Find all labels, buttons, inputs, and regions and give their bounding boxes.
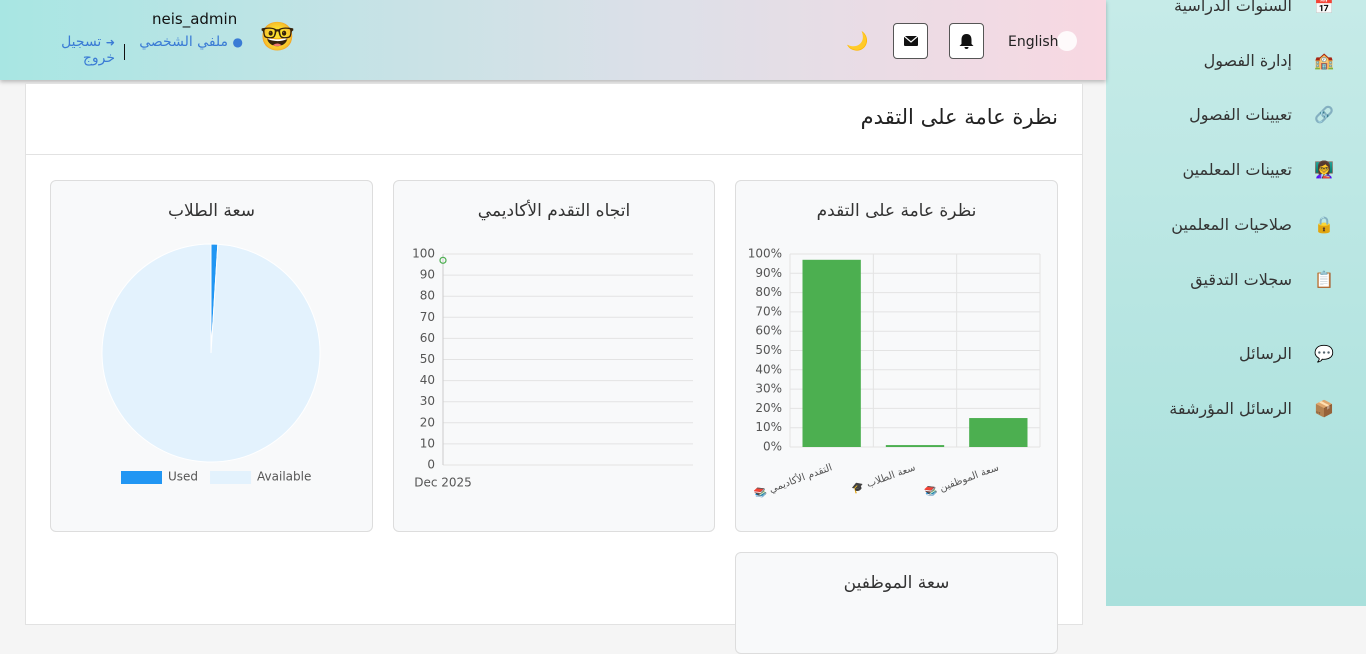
language-switch[interactable]: English — [1008, 34, 1059, 50]
sidebar-item[interactable]: 📅 السنوات الدراسية — [1114, 0, 1344, 20]
sidebar-icon: 📦 — [1314, 398, 1334, 418]
logout-link[interactable]: ➜ تسجيل خروج — [61, 34, 115, 66]
y-tick-label: 100% — [748, 247, 782, 261]
sidebar-label: صلاحيات المعلمين — [1171, 214, 1292, 234]
y-tick-label: 10% — [755, 420, 782, 434]
divider — [26, 154, 1082, 155]
sidebar-label: تعيينات المعلمين — [1182, 159, 1292, 179]
y-tick-label: 80% — [755, 285, 782, 299]
separator — [124, 44, 125, 60]
bar — [885, 445, 945, 447]
y-tick-label: 20 — [420, 415, 435, 429]
legend-label: Used — [168, 470, 198, 484]
sidebar-icon: 💬 — [1314, 343, 1334, 363]
sidebar-label: سجلات التدقيق — [1190, 269, 1292, 289]
sidebar-item[interactable]: 🔒 صلاحيات المعلمين — [1114, 209, 1344, 239]
y-tick-label: 10 — [420, 436, 435, 450]
legend-label: Available — [257, 470, 311, 484]
sidebar-item[interactable]: 💬 الرسائل — [1114, 338, 1344, 368]
bell-icon — [959, 34, 974, 49]
sidebar-icon: 👩‍🏫 — [1314, 159, 1334, 179]
legend-swatch — [121, 471, 162, 484]
sidebar-label: الرسائل — [1239, 343, 1292, 363]
y-tick-label: 90 — [420, 268, 435, 282]
chart-card: نظرة عامة على التقدم — [735, 180, 1058, 532]
y-tick-label: 30% — [755, 382, 782, 396]
y-tick-label: 60 — [420, 331, 435, 345]
y-tick-label: 40% — [755, 362, 782, 376]
y-tick-label: 50% — [755, 343, 782, 357]
chart-title: سعة الطلاب — [168, 201, 255, 221]
chart-card: اتجاه التقدم الأكاديمي — [393, 180, 715, 532]
y-tick-label: 60% — [755, 324, 782, 338]
chart-title: سعة الموظفين — [843, 573, 950, 593]
sidebar-label: السنوات الدراسية — [1174, 0, 1292, 15]
line-point — [439, 256, 447, 264]
sidebar-icon: 📋 — [1314, 269, 1334, 289]
x-tick-label: 📚 سعة الموظفين — [923, 461, 1000, 499]
profile-text: ملفي الشخصي — [139, 34, 229, 50]
y-tick-label: 80 — [420, 289, 435, 303]
globe-icon — [1057, 31, 1077, 51]
y-tick-label: 40 — [420, 373, 435, 387]
bar — [802, 259, 861, 447]
envelope-icon — [903, 35, 919, 46]
bar — [969, 418, 1028, 447]
sidebar-icon: 🔗 — [1314, 104, 1334, 124]
pie-slice — [101, 243, 321, 463]
y-tick-label: 100 — [412, 247, 435, 261]
logout-text: تسجيل خروج — [61, 34, 115, 66]
sidebar-item[interactable]: 📦 الرسائل المؤرشفة — [1114, 393, 1344, 423]
chart-title: نظرة عامة على التقدم — [816, 201, 977, 221]
y-tick-label: 0% — [763, 440, 782, 454]
notifications-button[interactable] — [949, 23, 984, 59]
username: neis_admin — [152, 10, 238, 28]
y-tick-label: 30 — [420, 394, 435, 408]
avatar: 🤓 — [260, 20, 295, 53]
y-tick-label: 70 — [420, 310, 435, 324]
messages-button[interactable] — [893, 23, 928, 59]
x-tick-label: 📚 التقدم الأكاديمي — [752, 460, 833, 500]
sidebar-icon: 🏫 — [1314, 50, 1334, 70]
sidebar-label: تعيينات الفصول — [1189, 104, 1292, 124]
theme-toggle[interactable]: 🌙 — [846, 31, 869, 52]
y-tick-label: 0 — [427, 458, 435, 472]
sidebar: 📅 السنوات الدراسية 🏫 إدارة الفصول 🔗 تعيينات ا… — [1106, 0, 1366, 606]
sidebar-item[interactable]: 🔗 تعيينات الفصول — [1114, 99, 1344, 129]
x-tick-label: 🎓 سعة الطلاب — [850, 461, 917, 495]
header: English 🌙 🤓 neis_admin ● ملفي الشخصي ➜ ت… — [0, 0, 1106, 80]
y-tick-label: 50 — [420, 352, 435, 366]
sidebar-item[interactable]: 👩‍🏫 تعيينات المعلمين — [1114, 154, 1344, 184]
sidebar-label: الرسائل المؤرشفة — [1169, 398, 1292, 418]
sidebar-item[interactable]: 📋 سجلات التدقيق — [1114, 264, 1344, 294]
sidebar-label: إدارة الفصول — [1203, 50, 1292, 70]
charts-overlay: 0% 10% 20% 30% 40% 50% 60% 70% 80% 90% 100% 📚 التقد… — [101, 243, 1041, 501]
sidebar-item[interactable]: 🏫 إدارة الفصول — [1114, 45, 1344, 75]
chart-title: اتجاه التقدم الأكاديمي — [477, 201, 631, 221]
y-tick-label: 90% — [755, 266, 782, 280]
sidebar-icon: 🔒 — [1314, 214, 1334, 234]
y-tick-label: 70% — [755, 304, 782, 318]
sidebar-icon: 📅 — [1314, 0, 1334, 15]
panel-title: نظرة عامة على التقدم — [860, 105, 1058, 129]
x-tick-label: Dec 2025 — [414, 476, 472, 490]
profile-link[interactable]: ● ملفي الشخصي — [139, 34, 243, 50]
y-tick-label: 20% — [755, 401, 782, 415]
legend-swatch — [210, 471, 252, 484]
